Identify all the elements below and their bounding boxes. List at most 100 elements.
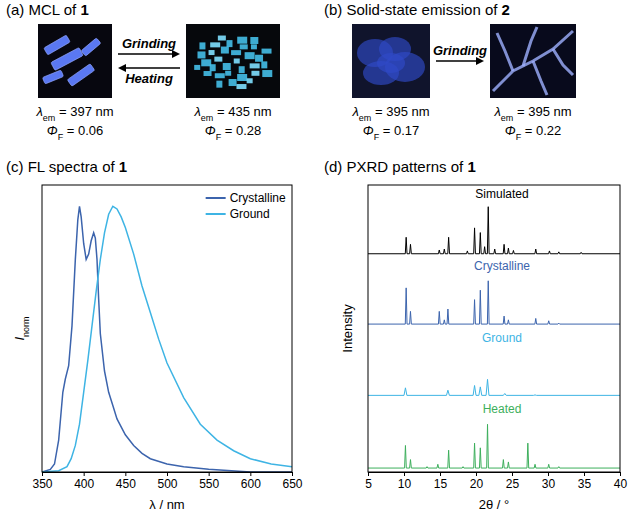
y-axis-title: Intensity (340, 304, 355, 353)
powder-branch (553, 49, 573, 75)
x-axis: 510152025303540 (365, 472, 627, 491)
value-text: = 0.06 (63, 123, 103, 138)
panel-title: (c) FL spectra of 1 (6, 158, 127, 175)
series-label: Heated (483, 402, 522, 416)
x-tick: 15 (434, 472, 448, 491)
symbol: λ (493, 104, 500, 119)
x-tick-label: 40 (614, 477, 628, 491)
powder-grain (226, 40, 232, 47)
photo-background (352, 24, 430, 98)
symbol: Φ (505, 123, 516, 138)
powder-grain (216, 81, 222, 88)
y-axis-title: Inorm (12, 316, 31, 340)
x-tick-mark (167, 472, 168, 476)
x-tick-mark (476, 472, 477, 476)
powder-grain (251, 71, 259, 76)
powder-grain (194, 65, 200, 70)
powder-grain (251, 44, 257, 49)
x-tick-label: 600 (241, 477, 261, 491)
pattern-line (368, 281, 620, 324)
x-tick-mark (512, 472, 513, 476)
x-tick: 650 (282, 472, 302, 491)
x-tick-mark (42, 472, 43, 476)
subscript: em (43, 113, 56, 123)
powder-grain (250, 37, 258, 44)
symbol: Φ (47, 123, 58, 138)
x-tick: 25 (506, 472, 520, 491)
x-tick: 350 (32, 472, 52, 491)
photo-background (490, 24, 576, 98)
x-tick-mark (368, 472, 369, 476)
symbol: λ (35, 104, 42, 119)
x-tick-label: 30 (542, 477, 556, 491)
powder-grain (239, 66, 245, 73)
powder-grain (262, 70, 272, 77)
symbol: λ (351, 104, 358, 119)
value-text: = 395 nm (513, 104, 571, 119)
emission-wavelength: λem = 395 nm (351, 104, 429, 123)
plot-lines (368, 207, 620, 468)
emission-wavelength: λem = 395 nm (493, 104, 571, 123)
powder-grain (223, 63, 231, 70)
x-axis-line (43, 473, 293, 477)
powder-grain (231, 50, 241, 55)
powder-grain (250, 63, 260, 68)
x-tick-label: 350 (32, 477, 52, 491)
powder-grain (204, 71, 212, 76)
x-tick: 5 (365, 472, 372, 491)
sample-glow (377, 53, 405, 73)
crystal (67, 64, 95, 87)
value-text: = 395 nm (371, 104, 429, 119)
pattern-line (368, 207, 620, 254)
crystal (81, 38, 101, 56)
x-tick-mark (84, 472, 85, 476)
x-tick: 10 (398, 472, 412, 491)
x-tick-mark (125, 472, 126, 476)
legend: CrystallineGround (206, 191, 286, 221)
spectrum-line (42, 206, 292, 472)
x-tick: 20 (470, 472, 484, 491)
value-text: = 0.28 (221, 123, 261, 138)
symbol: λ (193, 104, 200, 119)
quantum-yield: ΦF = 0.22 (505, 123, 562, 142)
powder-grain (221, 47, 229, 54)
quantum-yield: ΦF = 0.06 (47, 123, 104, 142)
photo (352, 24, 430, 98)
legend-swatch (206, 197, 226, 199)
crystal (44, 35, 71, 55)
powder-branch (497, 33, 513, 71)
x-tick: 450 (116, 472, 136, 491)
powder-grain (229, 79, 237, 86)
powder-grain (255, 55, 263, 62)
value-text: = 0.22 (521, 123, 561, 138)
powder-grain (215, 73, 225, 78)
powder-grain (209, 50, 215, 55)
powder-grain (210, 42, 220, 47)
symbol: Φ (205, 123, 216, 138)
series-label: Crystalline (474, 259, 530, 273)
x-tick-label: 450 (116, 477, 136, 491)
x-tick-label: 400 (74, 477, 94, 491)
x-tick-mark (209, 472, 210, 476)
subscript: em (501, 113, 514, 123)
photo-panel: (b) Solid-state emission of 2λem = 395 n… (324, 1, 576, 142)
photo (186, 24, 280, 98)
x-axis: 350400450500550600650 (32, 472, 302, 491)
pattern-line (368, 424, 620, 468)
powder-grain (225, 71, 231, 76)
series-label: Ground (482, 331, 522, 345)
x-tick: 30 (542, 472, 556, 491)
quantum-yield: ΦF = 0.28 (205, 123, 262, 142)
x-tick-label: 500 (157, 477, 177, 491)
emission-wavelength: λem = 397 nm (35, 104, 113, 123)
x-tick: 500 (157, 472, 177, 491)
photo-background (38, 24, 112, 98)
emission-wavelength: λem = 435 nm (193, 104, 271, 123)
crystal (51, 48, 83, 71)
x-axis-line (369, 473, 621, 477)
x-tick: 40 (614, 472, 628, 491)
chart-panel: (c) FL spectra of 1350400450500550600650… (6, 158, 303, 512)
spectrum-line (42, 206, 292, 472)
panel-title: (b) Solid-state emission of 2 (324, 1, 510, 18)
powder-grain (237, 74, 247, 81)
